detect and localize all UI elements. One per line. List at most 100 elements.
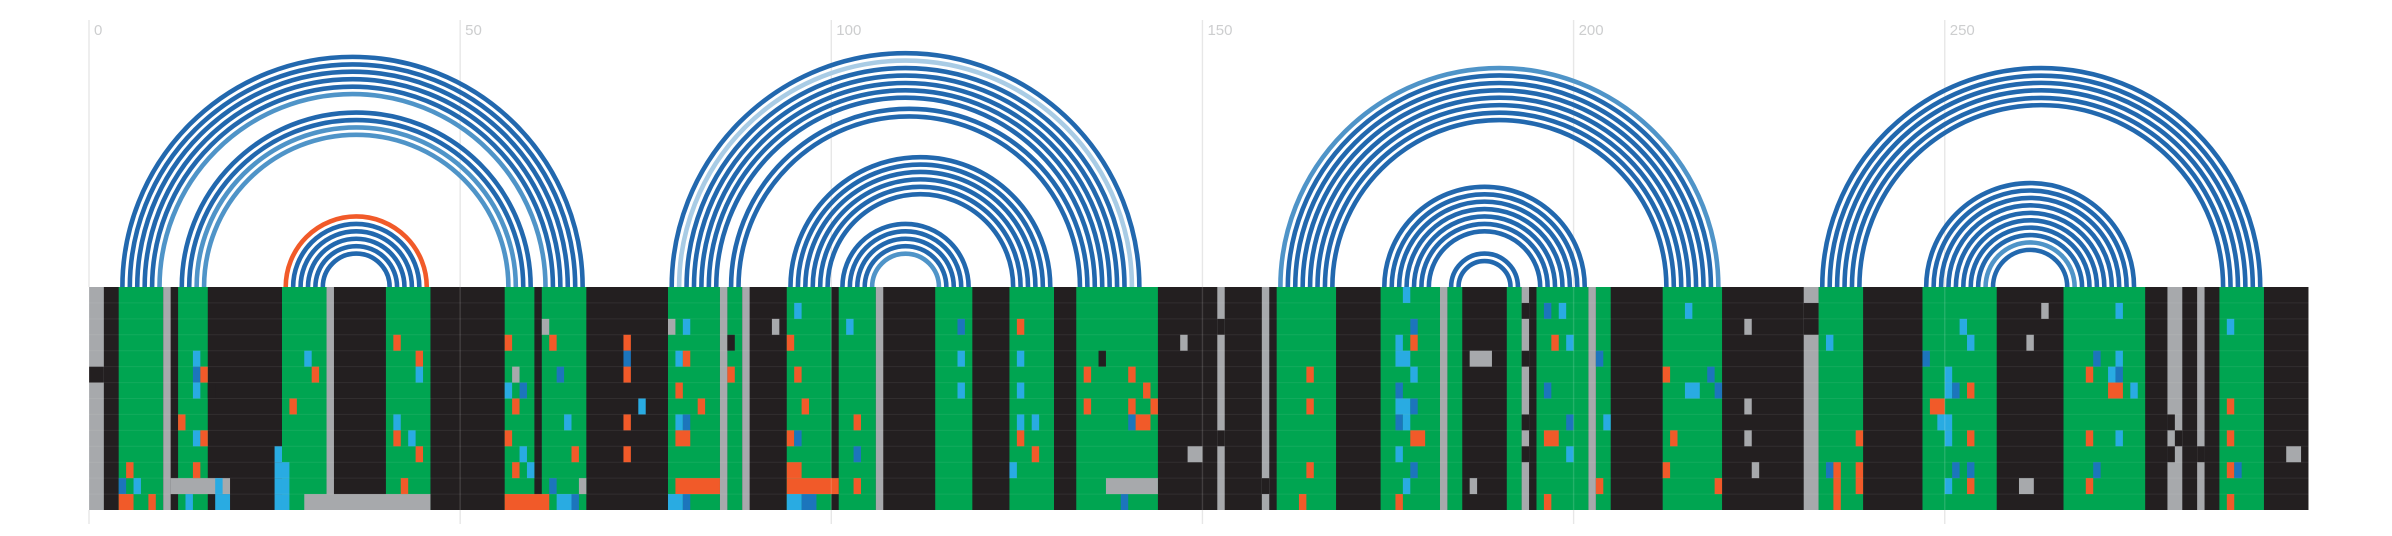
heatmap-cell: [2174, 430, 2183, 447]
heatmap-cell: [2167, 414, 2175, 431]
heatmap-cell: [304, 350, 312, 367]
basepair-arc: [320, 251, 392, 288]
heatmap-cell: [2115, 430, 2123, 447]
axis-tick-label: 250: [1950, 22, 1975, 39]
gap-column-band: [326, 287, 334, 510]
heatmap-cell: [623, 334, 631, 351]
heatmap-cell: [274, 478, 282, 495]
heatmap-cell: [274, 446, 282, 463]
heatmap-cell: [200, 366, 208, 383]
gap-column-band: [719, 287, 728, 510]
heatmap-cell: [1967, 382, 1975, 399]
heatmap-cell: [2093, 350, 2101, 367]
heatmap-cell: [1543, 382, 1552, 399]
gap-column-band: [2197, 287, 2205, 510]
heatmap-cell: [1670, 430, 1678, 447]
heatmap-cell: [118, 494, 134, 510]
heatmap-cell: [192, 382, 201, 399]
basepair-arc: [795, 162, 1046, 288]
heatmap-cell: [1603, 414, 1611, 431]
heatmap-cell: [408, 430, 416, 447]
heatmap-cell: [1128, 414, 1136, 431]
heatmap-cell: [1016, 382, 1025, 399]
heatmap-cell: [1521, 414, 1530, 431]
heatmap-cell: [1684, 302, 1693, 319]
heatmap-cell: [1714, 382, 1723, 399]
heatmap-cell: [853, 446, 861, 463]
gap-column-band: [1521, 287, 1530, 510]
basepair-arc: [1382, 184, 1588, 288]
conserved-column-band: [385, 287, 431, 510]
heatmap-cell: [957, 382, 965, 399]
heatmap-cell: [727, 334, 735, 351]
heatmap-cell: [1952, 382, 1960, 399]
heatmap-cell: [1566, 414, 1574, 431]
heatmap-cell: [2018, 478, 2034, 495]
heatmap-cell: [415, 350, 424, 367]
basepair-arc: [134, 69, 571, 288]
heatmap-cell: [1855, 478, 1864, 495]
heatmap-cell: [1402, 478, 1411, 495]
basepair-arc: [869, 251, 942, 288]
heatmap-cell: [2115, 366, 2123, 383]
conserved-column-band: [1447, 287, 1463, 510]
basepair-arc: [854, 236, 957, 288]
heatmap-cell: [1714, 478, 1723, 495]
basepair-arc: [1426, 229, 1543, 288]
heatmap-cell: [1944, 430, 1953, 447]
heatmap-cell: [2085, 366, 2094, 383]
heatmap-cell: [215, 494, 231, 510]
basepair-arc: [699, 81, 1112, 288]
heatmap-cell: [1825, 334, 1834, 351]
heatmap-cell: [853, 414, 861, 431]
heatmap-cell: [1009, 462, 1017, 479]
basepair-arc: [157, 91, 548, 288]
heatmap-cell: [1595, 478, 1604, 495]
basepair-arc: [1961, 218, 2100, 288]
heatmap-cell: [2026, 334, 2034, 351]
heatmap-cell: [1098, 350, 1106, 367]
heatmap-cell: [1306, 398, 1314, 415]
basepair-arc: [1292, 81, 1706, 288]
heatmap-cell: [185, 494, 193, 510]
heatmap-cell: [274, 462, 282, 479]
heatmap-cell: [2115, 350, 2123, 367]
basepair-arc: [706, 88, 1105, 288]
heatmap-cell: [415, 366, 424, 383]
basepair-arc: [669, 51, 1142, 288]
heatmap-cell: [1016, 350, 1025, 367]
heatmap-cell: [1937, 414, 1953, 431]
basepair-arc: [803, 170, 1038, 288]
heatmap-cell: [786, 462, 802, 479]
heatmap-cell: [1803, 302, 1819, 319]
heatmap-cell: [2226, 462, 2235, 479]
heatmap-cell: [1662, 366, 1671, 383]
heatmap-cell: [1410, 334, 1418, 351]
heatmap-cell: [1298, 494, 1307, 510]
basepair-arc: [1389, 192, 1580, 288]
heatmap-cell: [2115, 302, 2123, 319]
heatmap-cell: [794, 302, 802, 319]
heatmap-cell: [393, 414, 401, 431]
heatmap-cell: [1967, 430, 1975, 447]
heatmap-cell: [786, 430, 795, 447]
gap-column-band: [1261, 287, 1270, 510]
heatmap-cell: [512, 398, 520, 415]
heatmap-cell: [556, 494, 572, 510]
heatmap-cell: [504, 334, 513, 351]
basepair-arc: [1968, 225, 2092, 288]
heatmap-cell: [1402, 287, 1411, 303]
basepair-arc: [1396, 199, 1573, 288]
heatmap-cell: [1217, 318, 1225, 335]
heatmap-cell: [1395, 398, 1411, 415]
heatmap-cell: [727, 366, 735, 383]
conserved-column-band: [838, 287, 876, 510]
heatmap-cell: [1410, 366, 1418, 383]
basepair-arc: [736, 114, 1083, 288]
heatmap-cell: [1744, 398, 1752, 415]
heatmap-cell: [1967, 334, 1975, 351]
heatmap-cell: [1566, 334, 1574, 351]
heatmap-cell: [1803, 318, 1819, 335]
conserved-column-band: [1595, 287, 1611, 510]
heatmap-cell: [1744, 318, 1752, 335]
